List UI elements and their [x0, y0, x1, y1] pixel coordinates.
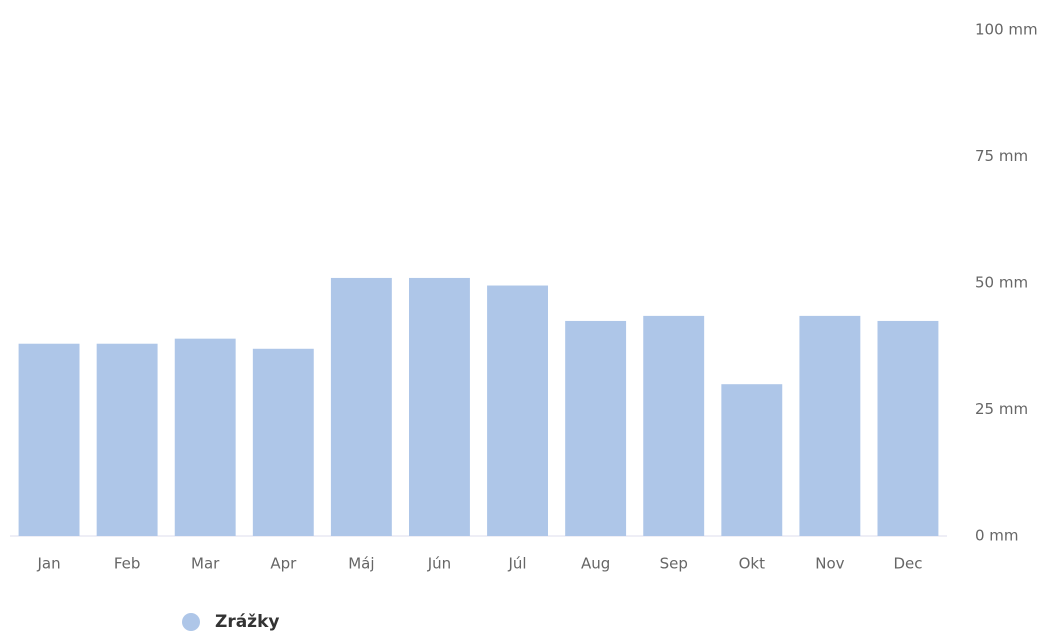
bar — [799, 315, 861, 536]
bar — [409, 277, 470, 536]
bar — [487, 285, 548, 536]
bar — [174, 338, 236, 536]
x-tick-label: Nov — [815, 555, 844, 573]
bar — [330, 277, 392, 536]
bar — [96, 343, 158, 536]
x-tick-label: Mar — [191, 555, 220, 573]
y-tick-label: 50 mm — [975, 274, 1028, 292]
legend-marker — [182, 613, 200, 631]
x-tick-label: Júl — [507, 555, 526, 573]
bar — [643, 315, 705, 536]
x-tick-label: Apr — [270, 555, 297, 573]
bar — [877, 320, 939, 536]
x-tick-label: Okt — [739, 555, 765, 573]
y-tick-label: 25 mm — [975, 400, 1028, 418]
x-tick-label: Dec — [893, 555, 922, 573]
bar — [565, 320, 627, 536]
x-tick-label: Jan — [36, 555, 60, 573]
y-tick-label: 100 mm — [975, 21, 1038, 39]
bar — [721, 384, 783, 536]
bar — [18, 343, 80, 536]
x-tick-label: Aug — [581, 555, 610, 573]
x-tick-label: Jún — [427, 555, 451, 573]
x-tick-label: Máj — [348, 555, 374, 573]
y-tick-label: 0 mm — [975, 527, 1019, 545]
x-tick-label: Sep — [660, 555, 688, 573]
legend-label: Zrážky — [215, 612, 279, 632]
bar — [252, 348, 314, 536]
y-tick-label: 75 mm — [975, 147, 1028, 165]
x-tick-label: Feb — [114, 555, 141, 573]
